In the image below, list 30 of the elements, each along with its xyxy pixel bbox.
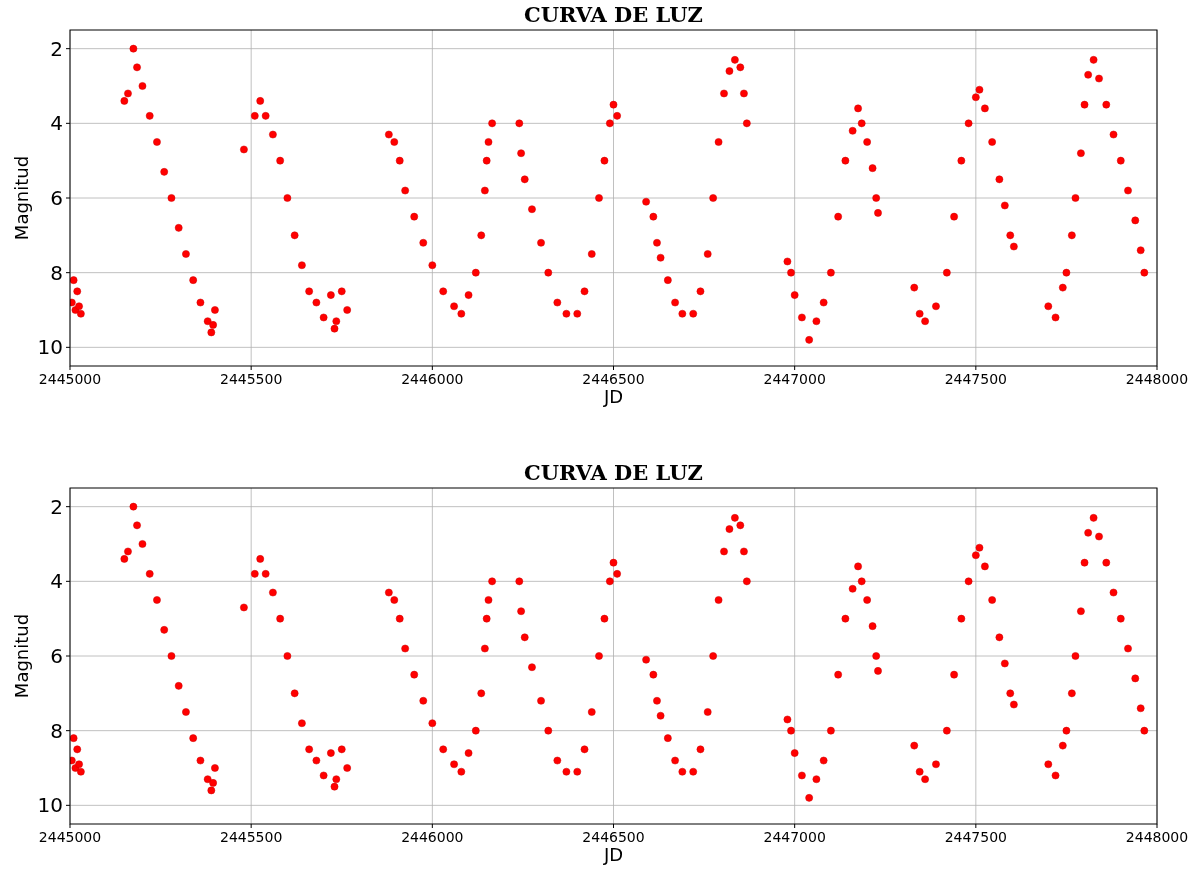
y-tick-label: 4 (50, 569, 63, 594)
x-tick-label: 2445000 (38, 371, 102, 387)
y-tick-label: 10 (37, 793, 63, 818)
y-tick-label: 2 (50, 494, 63, 519)
x-tick-label: 2446500 (582, 829, 645, 845)
x-tick-label: 2447500 (944, 371, 1008, 387)
y-tick-label: 4 (50, 111, 63, 136)
y-tick-label: 2 (50, 36, 63, 61)
x-tick-label: 2446500 (582, 371, 645, 387)
y-tick-label: 8 (50, 260, 63, 285)
y-axis-title: Magnitud (11, 613, 32, 699)
x-axis-title: JD (602, 844, 624, 865)
x-tick-label: 2446000 (401, 371, 464, 387)
x-tick-label: 2446000 (401, 829, 464, 845)
x-tick-label: 2445500 (219, 371, 283, 387)
x-tick-label: 2448000 (1125, 829, 1189, 845)
y-tick-label: 8 (50, 718, 63, 743)
x-tick-label: 2447500 (944, 829, 1008, 845)
x-axis-title: JD (602, 386, 624, 407)
x-tick-label: 2447000 (763, 371, 826, 387)
y-tick-label: 6 (50, 186, 63, 210)
x-tick-label: 2447000 (763, 829, 826, 845)
y-tick-label: 10 (37, 335, 63, 360)
x-tick-label: 2448000 (1125, 371, 1189, 387)
x-tick-label: 2445500 (219, 829, 283, 845)
y-axis-title: Magnitud (11, 155, 32, 241)
chart-title: CURVA DE LUZ (524, 460, 703, 485)
y-tick-label: 6 (50, 644, 63, 668)
chart-title: CURVA DE LUZ (524, 2, 703, 27)
x-tick-label: 2445000 (38, 829, 102, 845)
